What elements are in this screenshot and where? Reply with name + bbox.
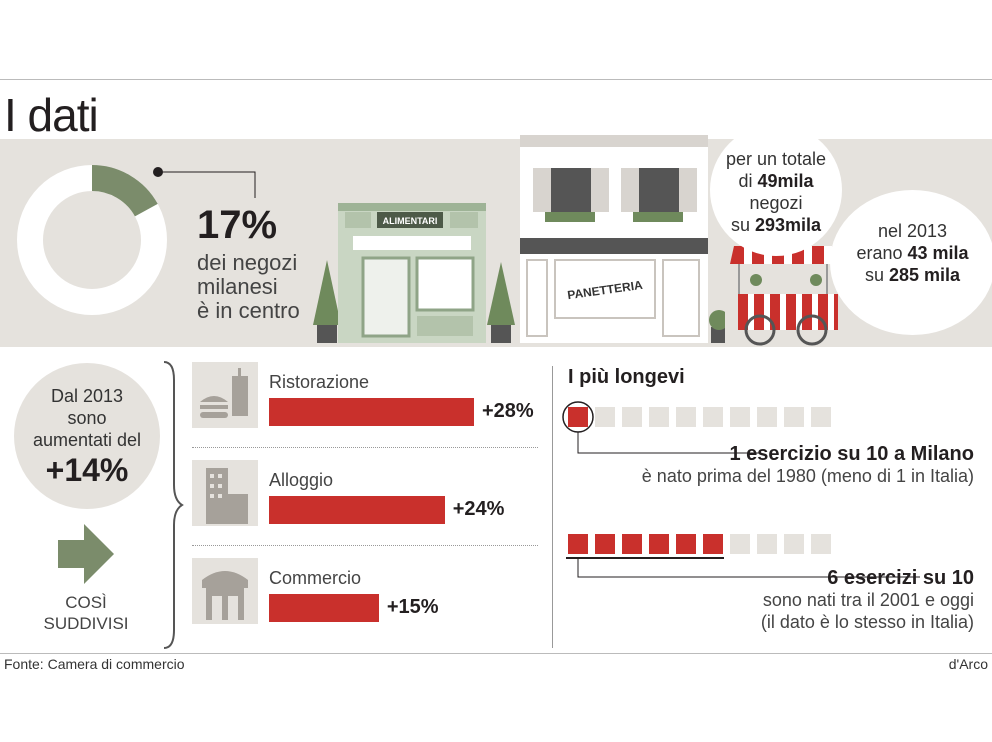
unit-square — [568, 534, 588, 554]
unit-square — [568, 407, 588, 427]
row2-headline: 6 esercizi su 10 — [827, 567, 974, 589]
unit-square — [730, 407, 750, 427]
arrow-right-icon — [58, 524, 114, 584]
growth-value: +14% — [45, 452, 129, 488]
row1-headline: 1 esercizio su 10 a Milano — [729, 443, 974, 465]
unit-square — [622, 534, 642, 554]
unit-square — [595, 407, 615, 427]
unit-square — [730, 534, 750, 554]
vertical-divider — [552, 366, 553, 648]
source-note: Fonte: Camera di commercio — [4, 656, 185, 672]
row1-text: 1 esercizio su 10 a Milano è nato prima … — [642, 443, 974, 487]
total-bubble: per un totale di 49mila negozi su 293mil… — [710, 124, 842, 256]
bar — [269, 398, 474, 426]
tree-icon — [313, 260, 341, 343]
bubble-2013: nel 2013 erano 43 mila su 285 mila — [830, 190, 992, 335]
bubble-line: per un totale — [725, 149, 827, 169]
share-text-line: è in centro — [197, 298, 300, 323]
unit-square — [676, 534, 696, 554]
category-label: Commercio — [269, 568, 362, 588]
subdivided-label: COSÌ SUDDIVISI — [43, 593, 129, 633]
share-donut — [17, 165, 256, 315]
unit-square — [703, 407, 723, 427]
category-label: Ristorazione — [269, 372, 370, 392]
unit-square — [676, 407, 696, 427]
share-text-line: dei negozi — [197, 250, 298, 275]
longevi-title: I più longevi — [568, 366, 685, 388]
bubble-line: su 293mila — [730, 215, 822, 235]
shops-illustration: ALIMENTARI PANETTERIA — [313, 135, 725, 343]
brace-icon — [163, 361, 184, 649]
unit-square — [703, 534, 723, 554]
row2-text: 6 esercizi su 10 sono nati tra il 2001 e… — [761, 567, 974, 633]
bar-value-label: +28% — [482, 400, 534, 422]
unit-square — [649, 534, 669, 554]
donut-leader-line — [158, 171, 256, 198]
growth-line: sono — [67, 408, 107, 428]
row2-sub: (il dato è lo stesso in Italia) — [760, 612, 974, 632]
tree-icon — [487, 262, 515, 343]
row2-sub: sono nati tra il 2001 e oggi — [762, 590, 974, 610]
share-percent: 17% — [197, 203, 278, 247]
bottom-rule — [0, 653, 992, 654]
alimentari-shop: ALIMENTARI — [338, 203, 486, 343]
row2-connector — [566, 557, 920, 578]
unit-square — [811, 407, 831, 427]
bubble-line: di 49mila — [738, 171, 814, 191]
alimentari-sign: ALIMENTARI — [383, 216, 438, 226]
growth-line: aumentati del — [32, 430, 142, 450]
plant-icon — [709, 310, 725, 343]
top-rule — [0, 79, 992, 80]
bar — [269, 594, 379, 622]
unit-square — [622, 407, 642, 427]
bubble-line: su 285 mila — [864, 265, 961, 285]
share-text: dei negozi milanesi è in centro — [197, 251, 300, 323]
category-label: Alloggio — [269, 470, 334, 490]
bar-value-label: +15% — [386, 596, 439, 618]
row1-sub: è nato prima del 1980 (meno di 1 in Ital… — [641, 466, 974, 486]
bar — [269, 496, 445, 524]
growth-line: Dal 2013 — [50, 386, 124, 406]
panetteria-shop: PANETTERIA — [520, 135, 708, 343]
unit-square — [811, 534, 831, 554]
unit-square — [784, 407, 804, 427]
unit-square — [649, 407, 669, 427]
hotel-icon — [192, 460, 258, 526]
bubble-line: negozi — [749, 193, 803, 213]
unit-square — [757, 407, 777, 427]
divider — [192, 545, 538, 546]
growth-circle: Dal 2013 sono aumentati del +14% — [14, 363, 160, 509]
donut-share-arc — [91, 165, 158, 217]
bar-value-label: +24% — [452, 498, 505, 520]
bubble-line: erano 43 mila — [856, 243, 969, 263]
share-text-line: milanesi — [197, 274, 278, 299]
bubble-line: nel 2013 — [877, 221, 948, 241]
unit-square — [595, 534, 615, 554]
shop-icon — [192, 558, 258, 624]
unit-square — [784, 534, 804, 554]
row1-connector — [562, 401, 760, 454]
food-icon — [192, 362, 258, 428]
credit: d'Arco — [948, 656, 988, 672]
divider — [192, 447, 538, 448]
unit-square — [757, 534, 777, 554]
page-title: I dati — [4, 89, 99, 141]
